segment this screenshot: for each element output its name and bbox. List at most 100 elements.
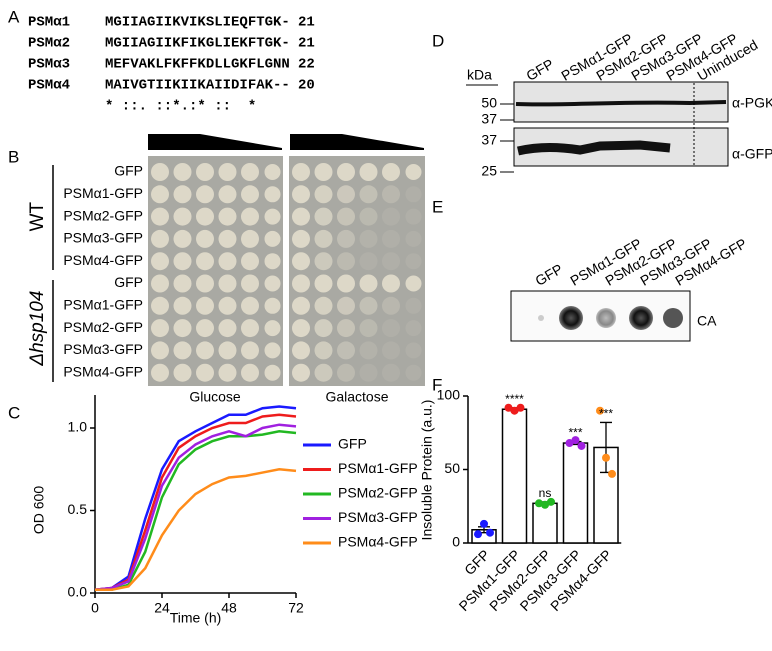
x-tick-label: 0 [91,600,99,616]
legend-label: PSMα3-GFP [338,509,418,525]
strain-label: PSMα3-GFP [63,341,143,357]
panel-letter: A [8,7,20,26]
yeast-spot [292,252,310,271]
yeast-spot [151,341,169,360]
yeast-spot [241,274,259,293]
yeast-spot [218,207,237,226]
data-point [565,439,574,448]
yeast-spot [314,185,333,204]
medium-label: Glucose [189,389,241,405]
data-point [547,497,555,506]
data-point [504,403,513,412]
y-tick-label: 100 [437,387,461,403]
data-point [571,436,580,445]
sequence: MGIIAGIIKVIKSLIEQFTGK- [105,15,290,31]
yeast-spot [218,341,237,360]
yeast-spot [218,296,237,315]
yeast-spot [382,252,400,271]
yeast-spot [173,363,192,382]
y-tick-label: 50 [444,460,460,476]
data-point [608,469,616,478]
yeast-spot [292,363,310,382]
yeast-spot [405,208,422,225]
consensus: * ::. ::*.:* :: * [105,99,256,115]
sequence: MGIIAGIIKFIKGLIEKFTGK- [105,36,290,52]
marker-label: 37 [481,111,497,127]
legend-label: GFP [338,436,367,452]
yeast-spot [314,252,333,271]
yeast-spot [405,320,422,337]
yeast-spot [359,363,378,382]
yeast-spot [151,274,169,293]
yeast-spot [264,342,281,359]
bar [532,502,558,544]
yeast-spot [314,363,333,382]
yeast-spot [264,208,281,225]
sequence-name: PSMα2 [28,36,70,52]
yeast-spot [314,229,333,248]
sequence-length: 22 [298,57,315,73]
antibody-label: α-PGK [732,95,772,111]
yeast-spot [196,252,214,271]
legend-label: PSMα2-GFP [338,485,418,501]
yeast-spot [382,319,400,338]
series-line [94,423,297,591]
yeast-spot [382,229,400,248]
yeast-spot [151,207,169,226]
legend-label: PSMα1-GFP [338,460,418,476]
yeast-spot [359,163,378,181]
yeast-spot [218,319,237,338]
yeast-spot [292,207,310,226]
yeast-spot [314,163,333,181]
yeast-spot [337,185,355,204]
data-point [486,528,494,537]
data-point [474,530,482,539]
yeast-spot [218,163,237,181]
yeast-spot [264,297,281,314]
yeast-spot [359,252,378,271]
marker-label: 50 [481,95,497,111]
yeast-spot [173,274,192,293]
yeast-spot [337,296,355,315]
yeast-spot [218,252,237,271]
yeast-spot [264,275,281,292]
yeast-spot [241,163,259,181]
x-tick-label: 72 [288,600,304,616]
yeast-spot [337,319,355,338]
medium-label: Galactose [325,389,388,405]
significance-label: *** [568,426,582,440]
yeast-spot [405,342,422,359]
lane-label: GFP [523,56,556,84]
yeast-spot [382,207,400,226]
x-tick-label: 48 [221,600,237,616]
yeast-spot [337,274,355,293]
yeast-spot [241,229,259,248]
yeast-spot [264,364,281,381]
yeast-spot [337,252,355,271]
dot [596,308,616,328]
yeast-spot [405,186,422,203]
yeast-spot [382,185,400,204]
strain-label: PSMα4-GFP [63,363,143,379]
yeast-spot [264,186,281,203]
significance-label: **** [505,392,524,406]
yeast-spot [241,341,259,360]
yeast-spot [218,229,237,248]
yeast-spot [382,163,400,181]
y-axis-label: Insoluble Protein (a.u.) [419,400,435,541]
data-point [480,519,488,528]
strain-label: GFP [114,274,143,290]
yeast-spot [359,296,378,315]
dot [538,315,544,321]
yeast-spot [359,319,378,338]
y-axis-label: OD 600 [31,486,47,534]
group-label: WT [27,201,48,231]
strain-label: PSMα4-GFP [63,252,143,268]
yeast-spot [151,185,169,204]
yeast-spot [151,296,169,315]
sequence-name: PSMα4 [28,78,70,94]
lane-label: GFP [532,261,565,289]
yeast-spot [314,296,333,315]
band [515,100,727,107]
